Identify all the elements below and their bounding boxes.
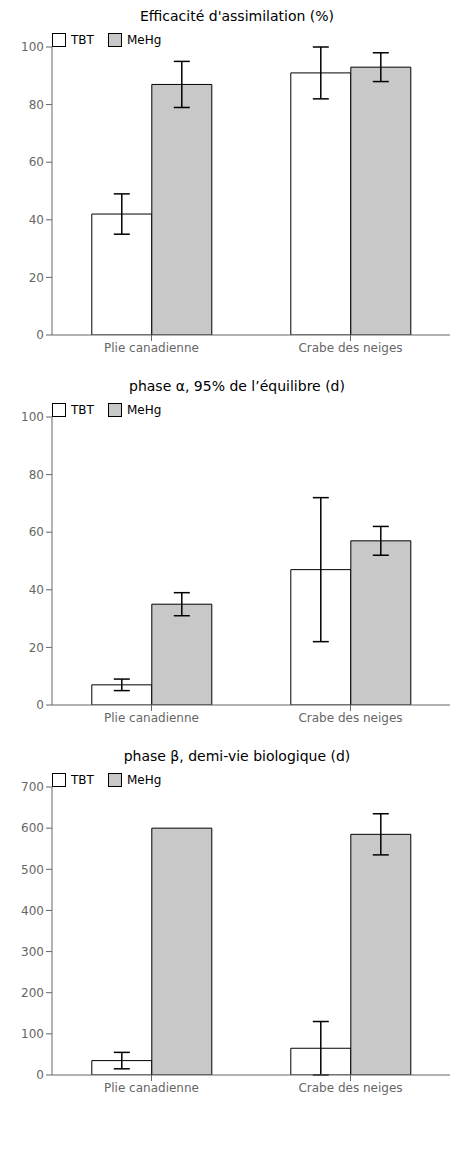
svg-text:Plie canadienne: Plie canadienne <box>104 341 199 355</box>
svg-text:0: 0 <box>36 698 44 712</box>
html-text:MeHg: MeHg <box>126 773 162 787</box>
html-text:Efficacité d'assimilation (%): Efficacité d'assimilation (%) <box>140 8 334 24</box>
html-text:phase α, 95% de l’équilibre (d: phase α, 95% de l’équilibre (d) <box>129 378 345 394</box>
svg-text:60: 60 <box>29 525 44 539</box>
svg-text:700: 700 <box>21 780 44 794</box>
svg-text:Plie canadienne: Plie canadienne <box>104 1081 199 1095</box>
svg-text:Crabe des neiges: Crabe des neiges <box>298 341 402 355</box>
svg-text:40: 40 <box>29 213 44 227</box>
html-text:MeHg: MeHg <box>126 33 162 47</box>
svg-text:80: 80 <box>29 98 44 112</box>
svg-text:600: 600 <box>21 821 44 835</box>
html-text:phase β, demi-vie biologique (: phase β, demi-vie biologique (d) <box>123 748 351 764</box>
svg-text:40: 40 <box>29 583 44 597</box>
svg-text:Crabe des neiges: Crabe des neiges <box>298 711 402 725</box>
html-text:TBT: TBT <box>71 33 94 47</box>
svg-text:20: 20 <box>29 641 44 655</box>
svg-text:500: 500 <box>21 863 44 877</box>
svg-text:100: 100 <box>21 1027 44 1041</box>
svg-text:Plie canadienne: Plie canadienne <box>104 711 199 725</box>
svg-text:100: 100 <box>21 410 44 424</box>
svg-text:300: 300 <box>21 945 44 959</box>
svg-text:60: 60 <box>29 155 44 169</box>
svg-text:0: 0 <box>36 328 44 342</box>
svg-text:80: 80 <box>29 468 44 482</box>
svg-text:200: 200 <box>21 986 44 1000</box>
svg-text:400: 400 <box>21 904 44 918</box>
html-text:TBT: TBT <box>71 403 94 417</box>
svg-text:0: 0 <box>36 1068 44 1082</box>
svg-text:Crabe des neiges: Crabe des neiges <box>298 1081 402 1095</box>
html-text:MeHg: MeHg <box>126 403 162 417</box>
svg-text:20: 20 <box>29 271 44 285</box>
html-text:TBT: TBT <box>71 773 94 787</box>
svg-text:100: 100 <box>21 40 44 54</box>
